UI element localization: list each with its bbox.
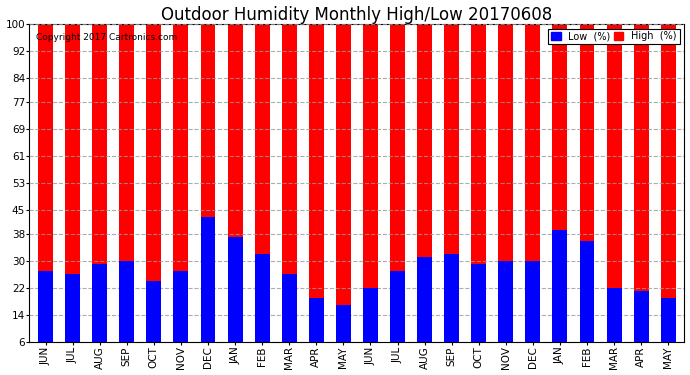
Bar: [661, 298, 676, 342]
Bar: [146, 24, 161, 342]
Bar: [633, 291, 649, 342]
Bar: [255, 254, 270, 342]
Bar: [390, 24, 405, 342]
Bar: [390, 271, 405, 342]
Bar: [580, 24, 595, 342]
Bar: [228, 237, 242, 342]
Bar: [309, 298, 324, 342]
Bar: [201, 217, 215, 342]
Bar: [498, 24, 513, 342]
Bar: [444, 24, 459, 342]
Bar: [66, 274, 80, 342]
Bar: [444, 254, 459, 342]
Bar: [119, 24, 135, 342]
Text: Copyright 2017 Cartronics.com: Copyright 2017 Cartronics.com: [36, 33, 177, 42]
Bar: [38, 271, 53, 342]
Title: Outdoor Humidity Monthly High/Low 20170608: Outdoor Humidity Monthly High/Low 201706…: [161, 6, 553, 24]
Bar: [417, 258, 432, 342]
Bar: [363, 24, 378, 342]
Bar: [525, 24, 540, 342]
Bar: [92, 24, 107, 342]
Bar: [498, 261, 513, 342]
Bar: [580, 240, 595, 342]
Bar: [92, 264, 107, 342]
Bar: [525, 261, 540, 342]
Bar: [363, 288, 378, 342]
Bar: [471, 264, 486, 342]
Bar: [119, 261, 135, 342]
Bar: [607, 24, 622, 342]
Bar: [282, 24, 297, 342]
Bar: [471, 24, 486, 342]
Bar: [173, 271, 188, 342]
Legend: Low  (%), High  (%): Low (%), High (%): [548, 28, 680, 44]
Bar: [417, 24, 432, 342]
Bar: [336, 305, 351, 342]
Bar: [173, 24, 188, 342]
Bar: [66, 24, 80, 342]
Bar: [255, 24, 270, 342]
Bar: [282, 274, 297, 342]
Bar: [38, 24, 53, 342]
Bar: [607, 288, 622, 342]
Bar: [336, 24, 351, 342]
Bar: [553, 24, 567, 342]
Bar: [553, 230, 567, 342]
Bar: [228, 24, 242, 342]
Bar: [661, 24, 676, 342]
Bar: [201, 24, 215, 342]
Bar: [633, 24, 649, 342]
Bar: [309, 24, 324, 342]
Bar: [146, 281, 161, 342]
